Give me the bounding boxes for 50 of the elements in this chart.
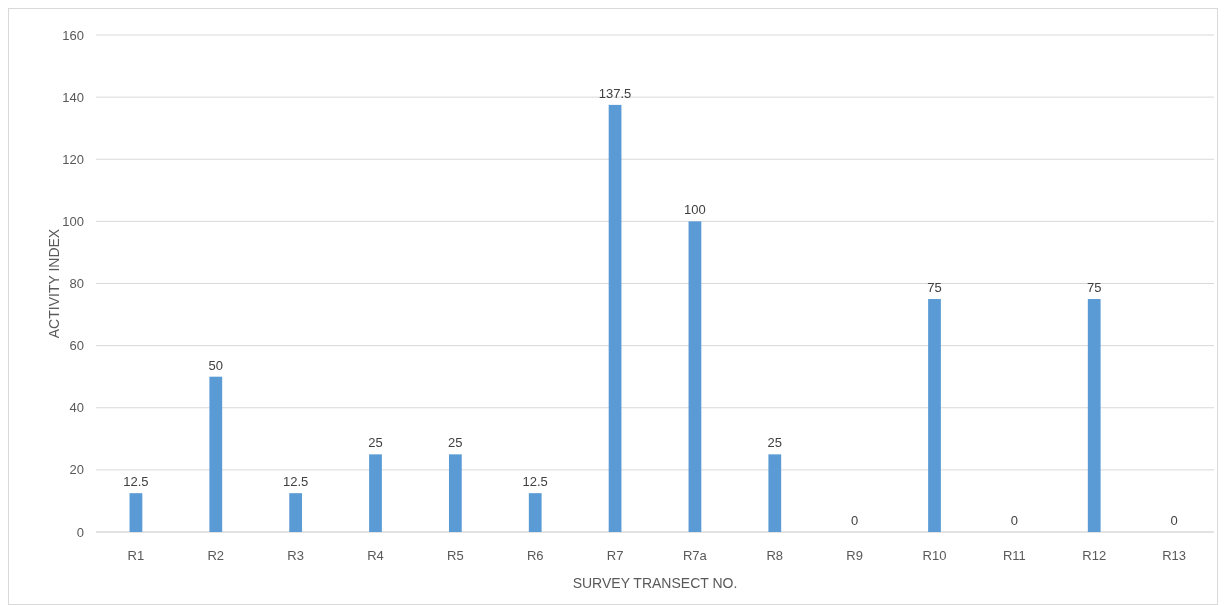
x-tick-label: R13	[1162, 548, 1186, 563]
x-tick-label: R7	[606, 548, 624, 563]
data-label: 12.5	[123, 474, 149, 490]
x-tick-label: R5	[447, 548, 464, 563]
data-label: 100	[684, 202, 706, 218]
y-tick-label: 100	[62, 213, 84, 229]
bar	[448, 454, 462, 532]
y-tick-label: 120	[62, 151, 84, 167]
y-tick-label: 40	[69, 400, 84, 416]
x-tick-label: R12	[1082, 548, 1107, 563]
data-label: 25	[448, 435, 463, 451]
data-label: 0	[851, 513, 859, 528]
x-tick-label: R6	[526, 548, 544, 563]
data-label: 75	[927, 280, 942, 296]
y-tick-label: 20	[69, 462, 84, 478]
x-tick-label: R11	[1002, 548, 1026, 563]
x-tick-label: R7a	[683, 548, 708, 563]
bar	[289, 493, 303, 532]
data-label: 50	[208, 357, 224, 373]
y-tick-label: 60	[69, 338, 84, 354]
bar	[209, 376, 223, 532]
x-tick-label: R9	[846, 548, 863, 563]
data-label: 75	[1086, 280, 1102, 296]
x-tick-label: R4	[367, 548, 384, 563]
y-tick-label: 160	[62, 27, 84, 43]
bar	[1087, 299, 1101, 532]
bar	[528, 493, 542, 532]
bar	[688, 221, 702, 532]
y-tick-label: 0	[76, 524, 84, 540]
data-label: 25	[767, 435, 783, 451]
y-axis-title: ACTIVITY INDEX	[46, 228, 62, 339]
x-tick-label: R2	[207, 548, 225, 563]
x-tick-label: R10	[922, 548, 947, 563]
bar	[608, 104, 622, 532]
x-tick-label: R8	[766, 548, 784, 563]
data-label: 12.5	[282, 474, 309, 490]
x-axis-title: SURVEY TRANSECT NO.	[572, 575, 738, 591]
data-label: 137.5	[598, 85, 632, 101]
y-tick-label: 80	[69, 276, 84, 292]
bar	[129, 493, 143, 532]
bar	[369, 454, 382, 532]
data-label: 25	[368, 435, 383, 451]
y-tick-label: 140	[62, 89, 84, 105]
x-tick-label: R3	[287, 548, 304, 563]
data-label: 0	[1170, 513, 1178, 528]
bar	[928, 299, 941, 532]
data-label: 0	[1010, 513, 1018, 528]
bar	[768, 454, 782, 532]
data-label: 12.5	[522, 474, 548, 490]
x-tick-label: R1	[127, 548, 145, 563]
